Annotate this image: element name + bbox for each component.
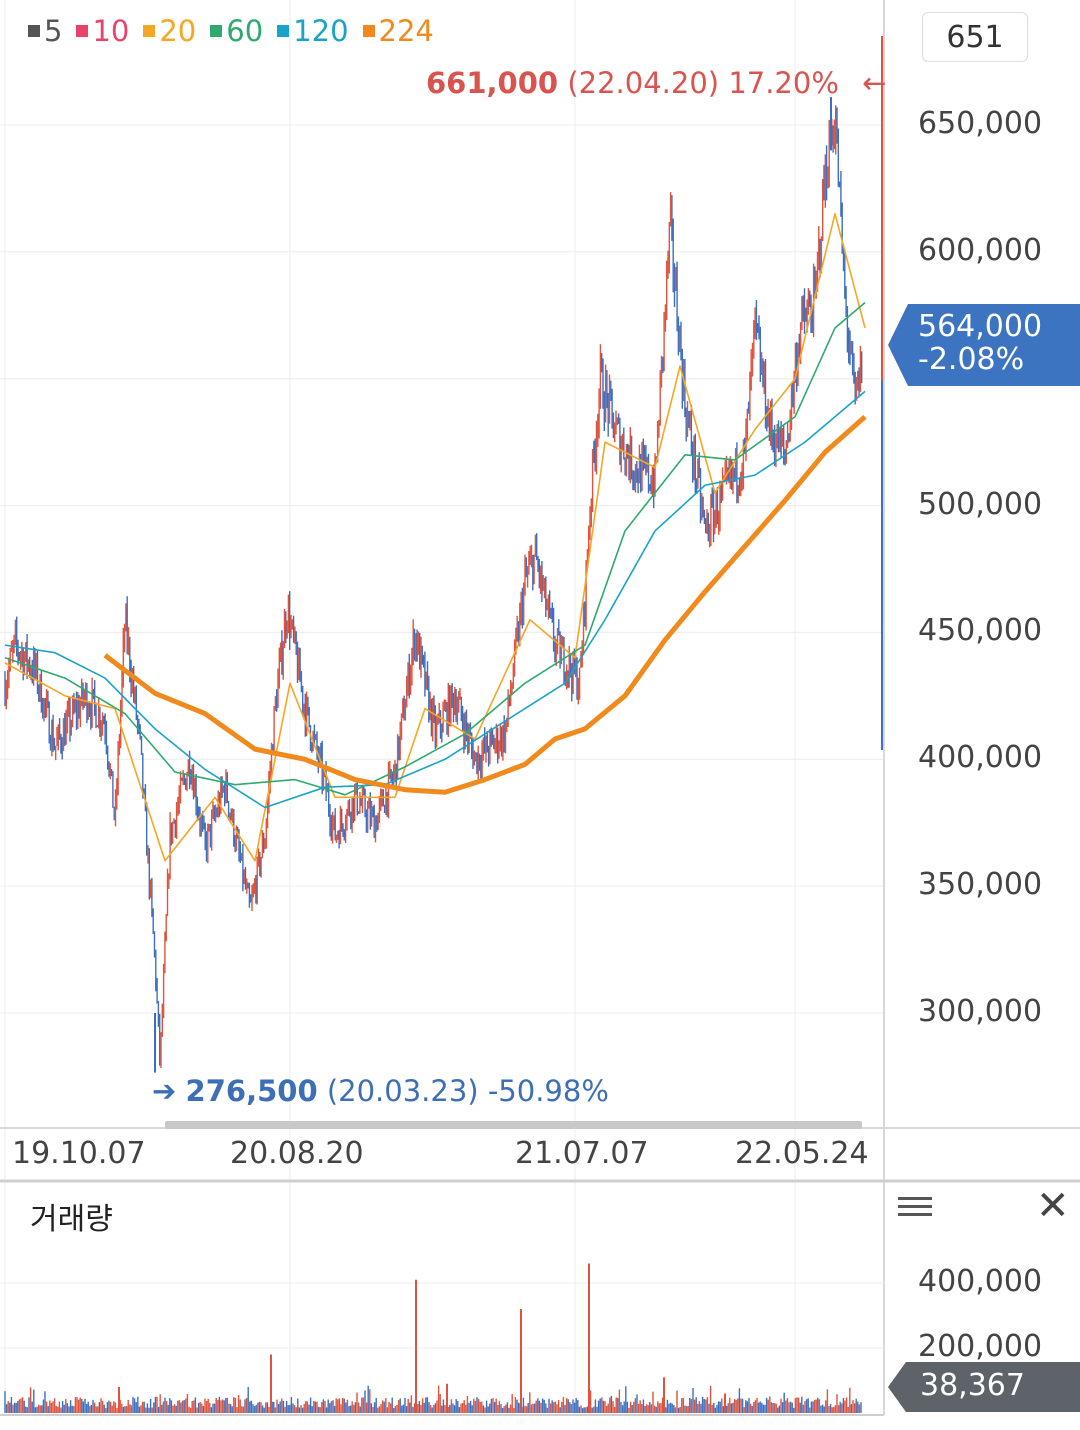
ma20-line <box>4 213 866 862</box>
low-date: (20.03.23) <box>326 1074 479 1108</box>
legend-item-120[interactable]: 120 <box>277 14 349 48</box>
volume-axis-tick: 400,000 <box>918 1264 1043 1299</box>
current-price-badge: 564,000 -2.08% <box>888 304 1080 386</box>
time-axis-tick: 22.05.24 <box>735 1136 869 1171</box>
volume-title: 거래량 <box>30 1202 113 1237</box>
legend-swatch <box>277 25 290 37</box>
right-arrow-icon: ➔ <box>152 1074 177 1108</box>
legend-swatch <box>362 25 375 37</box>
low-pct: -50.98% <box>487 1074 609 1108</box>
current-change: -2.08% <box>918 342 1025 377</box>
legend-label: 60 <box>226 14 264 48</box>
low-price: 276,500 <box>185 1074 318 1108</box>
high-date: (22.04.20) <box>567 66 720 100</box>
legend-item-10[interactable]: 10 <box>76 14 129 48</box>
ma120-line <box>4 390 866 809</box>
legend-item-5[interactable]: 5 <box>28 14 62 48</box>
legend-label: 10 <box>92 14 130 48</box>
legend-item-60[interactable]: 60 <box>210 14 263 48</box>
volume-axis-tick: 200,000 <box>918 1329 1043 1364</box>
legend-item-224[interactable]: 224 <box>362 14 434 48</box>
period-high-annotation: 661,000 (22.04.20) 17.20% ← <box>426 66 886 100</box>
legend-item-20[interactable]: 20 <box>143 14 196 48</box>
legend-label: 5 <box>44 14 63 48</box>
candle-count-box[interactable]: 651 <box>922 12 1028 62</box>
current-price-badge-shape <box>888 304 1080 386</box>
price-axis-tick: 500,000 <box>918 486 1043 522</box>
current-volume-badge: 38,367 <box>888 1362 1080 1412</box>
price-axis-tick: 450,000 <box>918 613 1043 649</box>
period-low-annotation: ➔ 276,500 (20.03.23) -50.98% <box>152 1074 609 1108</box>
price-axis-tick: 600,000 <box>918 232 1043 268</box>
ma224-line <box>103 414 867 795</box>
legend-swatch <box>143 25 156 37</box>
legend-swatch <box>76 25 89 37</box>
moving-average-legend: 5 10 20 60 120 224 <box>28 14 434 48</box>
time-axis-tick: 21.07.07 <box>515 1136 649 1171</box>
left-arrow-icon: ← <box>862 66 887 100</box>
high-price: 661,000 <box>426 66 559 100</box>
high-pct: 17.20% <box>728 66 839 100</box>
ma60-line <box>4 301 866 796</box>
legend-swatch <box>28 25 40 37</box>
price-axis-tick: 400,000 <box>918 740 1043 776</box>
price-axis-tick: 350,000 <box>918 867 1043 903</box>
current-volume: 38,367 <box>920 1368 1025 1403</box>
current-price: 564,000 <box>918 309 1043 344</box>
time-axis-tick: 19.10.07 <box>12 1136 146 1171</box>
close-icon[interactable]: ✕ <box>1036 1183 1070 1229</box>
menu-icon[interactable] <box>898 1192 932 1222</box>
scroll-range-bar <box>165 1121 862 1129</box>
time-axis-tick: 20.08.20 <box>230 1136 364 1171</box>
price-axis-tick: 300,000 <box>918 994 1043 1029</box>
price-axis-tick: 650,000 <box>918 106 1043 141</box>
legend-label: 120 <box>293 14 349 48</box>
legend-label: 224 <box>378 14 434 48</box>
legend-label: 20 <box>159 14 197 48</box>
current-volume-badge-shape <box>888 1362 1080 1412</box>
legend-swatch <box>210 25 223 37</box>
